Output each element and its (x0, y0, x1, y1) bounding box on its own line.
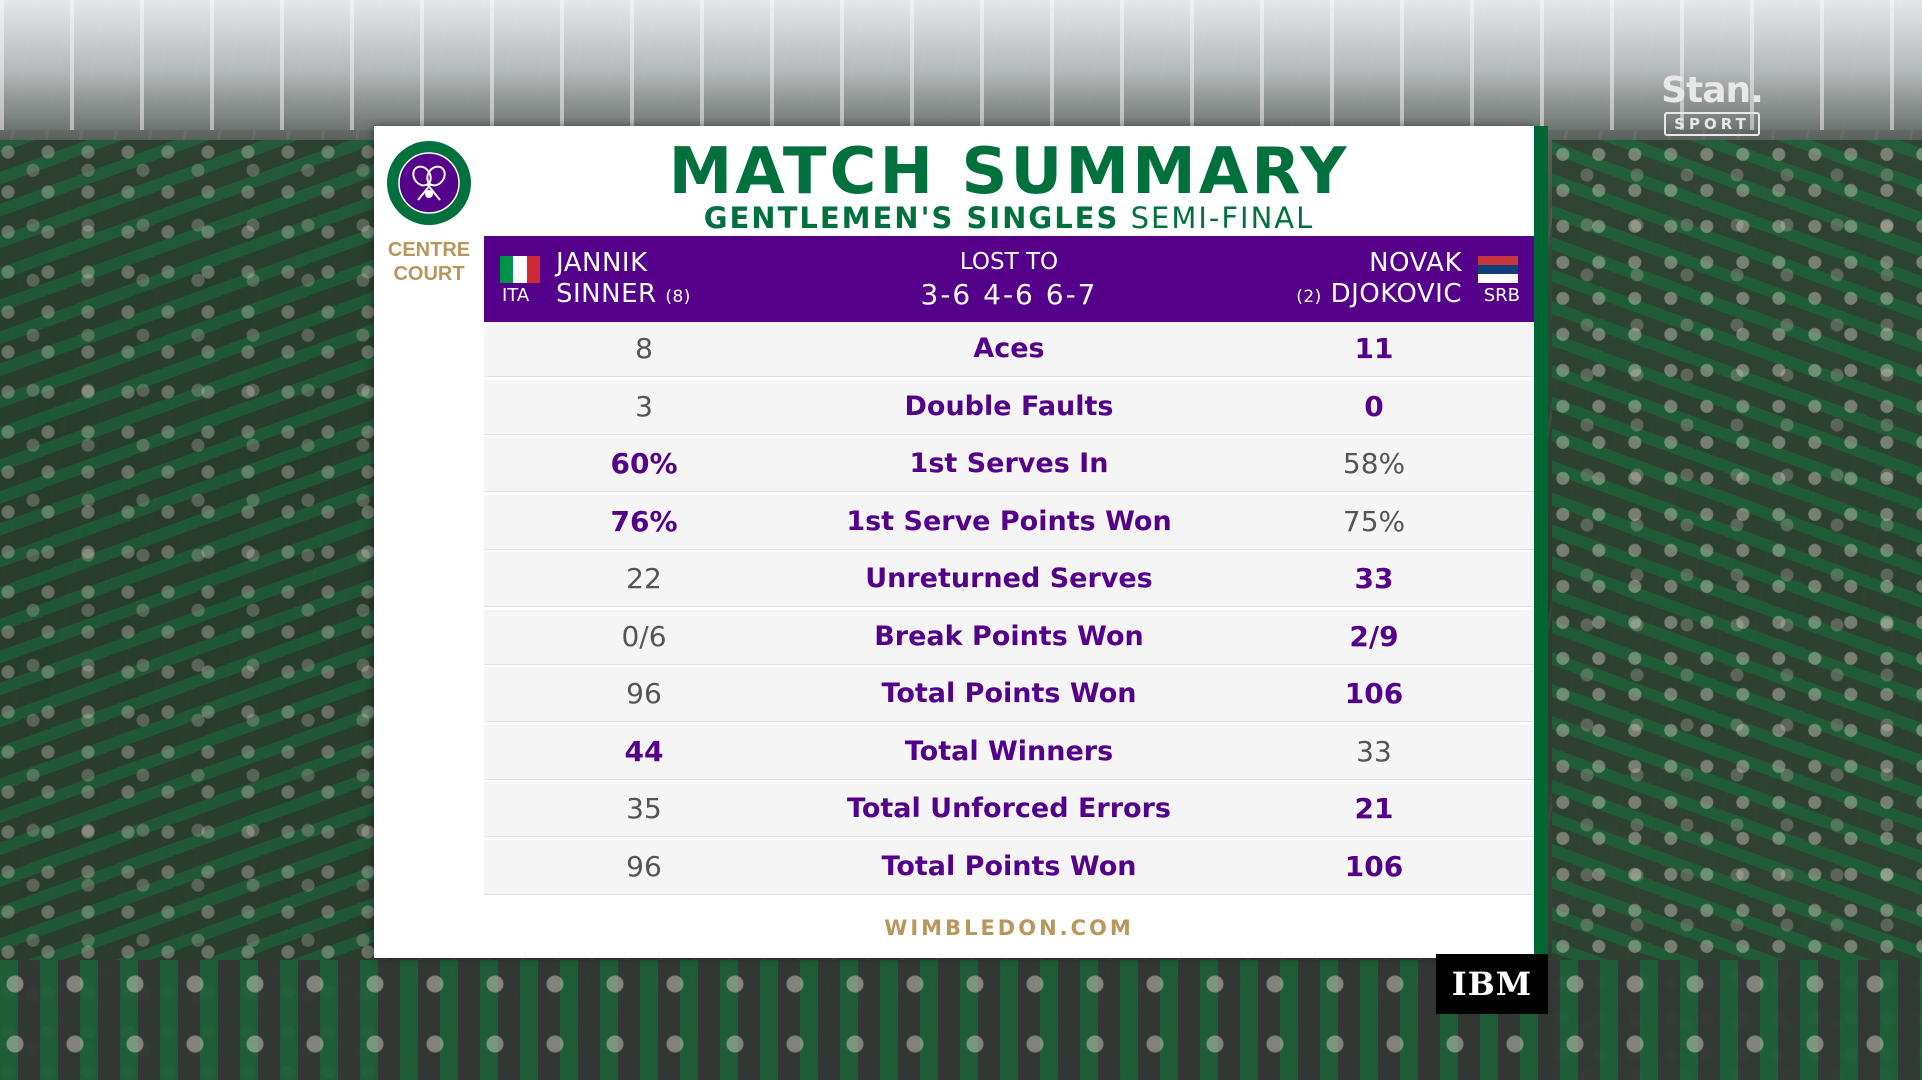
stat-label: Total Points Won (881, 678, 1137, 709)
stat-label: 1st Serves In (909, 448, 1109, 479)
stat-player1-value: 35 (626, 792, 662, 825)
player2-country: SRB (1483, 285, 1520, 306)
stat-player1-value: 44 (624, 734, 664, 768)
stat-player2-value: 106 (1344, 677, 1404, 710)
player1-surname: SINNER (556, 279, 657, 309)
stat-row: 44 Total Winners 33 (484, 724, 1534, 779)
stat-player2-value: 106 (1344, 849, 1404, 883)
crowd-left (0, 140, 374, 1080)
crowd-right (1552, 140, 1922, 1080)
stat-player2-value: 21 (1354, 792, 1394, 825)
stat-row: 22 Unreturned Serves 33 (484, 552, 1534, 606)
stat-player2-value: 58% (1342, 447, 1406, 480)
event-name: GENTLEMEN'S SINGLES (703, 201, 1120, 235)
stat-row: 96 Total Points Won 106 (484, 667, 1534, 721)
player1-seed: (8) (665, 287, 691, 307)
stat-label: Break Points Won (874, 620, 1144, 652)
stat-label: 1st Serve Points Won (846, 505, 1172, 537)
stat-player1-value: 96 (626, 849, 662, 883)
player2-first-name: NOVAK (1369, 248, 1462, 278)
stat-label: Aces (973, 333, 1045, 364)
player1-country: ITA (502, 285, 530, 306)
match-header: ITA JANNIK SINNER (8) LOST TO 3-6 4-6 6-… (484, 236, 1534, 322)
sponsor-logo: IBM (1436, 954, 1548, 1014)
stat-row: 8 Aces 11 (484, 322, 1534, 376)
stats-table: 8 Aces 11 3 Double Faults 0 60% 1st Serves In 58… (484, 322, 1534, 897)
stat-row: 76% 1st Serve Points Won 75% (484, 494, 1534, 549)
match-summary-panel: CENTRE COURT MATCH SUMMARY GENTLEMEN'S S… (374, 126, 1534, 958)
stat-player1-value: 22 (626, 562, 662, 595)
result-label: LOST TO (959, 249, 1059, 275)
stat-row: 0/6 Break Points Won 2/9 (484, 609, 1534, 664)
stat-player1-value: 8 (635, 332, 653, 365)
stat-player2-value: 0 (1364, 389, 1384, 423)
stat-player1-value: 60% (610, 447, 678, 480)
stat-player2-value: 11 (1354, 332, 1394, 365)
player1-last-name: SINNER (8) (556, 279, 691, 312)
stat-player2-value: 2/9 (1349, 619, 1399, 653)
italy-flag-icon (500, 256, 540, 283)
stat-row: 35 Total Unforced Errors 21 (484, 782, 1534, 836)
serbia-flag-icon (1478, 256, 1518, 283)
court-label-line1: CENTRE (387, 239, 471, 261)
stat-player1-value: 3 (635, 389, 653, 423)
event-round: SEMI-FINAL (1130, 201, 1315, 235)
player1-first-name: JANNIK (556, 248, 648, 278)
broadcaster-logo: Stan. SPORT (1652, 72, 1772, 142)
court-label: CENTRE COURT (374, 238, 484, 286)
stat-player1-value: 96 (626, 677, 662, 710)
player2-last-name: (2) DJOKOVIC (1296, 279, 1462, 312)
stat-label: Double Faults (904, 390, 1114, 422)
wimbledon-logo-icon (387, 141, 471, 225)
stat-player2-value: 75% (1342, 504, 1406, 538)
page-title: MATCH SUMMARY (668, 135, 1350, 209)
stat-row: 96 Total Points Won 106 (484, 839, 1534, 894)
stat-label: Total Winners (904, 735, 1114, 767)
stat-player1-value: 0/6 (621, 619, 667, 653)
event-subtitle: GENTLEMEN'S SINGLES SEMI-FINAL (484, 198, 1534, 238)
player2-surname: DJOKOVIC (1330, 279, 1462, 309)
stat-row: 3 Double Faults 0 (484, 379, 1534, 434)
stat-label: Unreturned Serves (865, 563, 1153, 594)
footer-site: WIMBLEDON.COM (884, 916, 1134, 940)
stat-player2-value: 33 (1356, 734, 1392, 768)
stat-label: Total Unforced Errors (847, 793, 1171, 824)
broadcaster-sub: SPORT (1664, 112, 1760, 136)
panel-accent-bar (1534, 126, 1548, 958)
match-score: 3-6 4-6 6-7 (920, 278, 1098, 311)
crowd-bottom (0, 960, 1922, 1080)
stat-label: Total Points Won (881, 850, 1137, 882)
stat-row: 60% 1st Serves In 58% (484, 437, 1534, 491)
stat-player1-value: 76% (610, 504, 678, 538)
stat-player2-value: 33 (1354, 562, 1394, 595)
court-label-line2: COURT (393, 263, 465, 285)
broadcaster-name: Stan. (1661, 70, 1764, 111)
stadium-roof (0, 0, 1922, 130)
player2-seed: (2) (1296, 287, 1322, 307)
